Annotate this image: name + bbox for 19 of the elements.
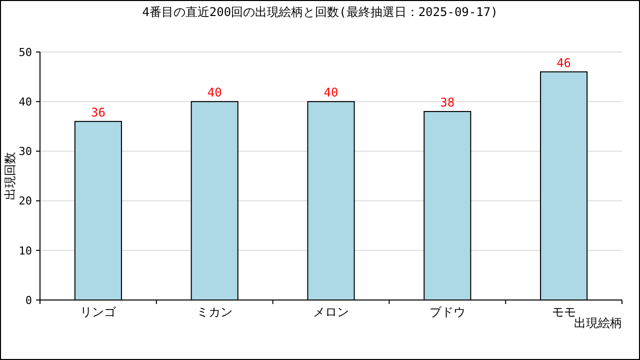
x-axis-title: 出現絵柄	[574, 316, 622, 330]
y-axis-title: 出現回数	[3, 152, 17, 200]
x-tick-label: リンゴ	[80, 305, 118, 319]
chart-title: 4番目の直近200回の出現絵柄と回数(最終抽選日：2025-09-17)	[142, 5, 498, 19]
y-tick-label: 30	[18, 145, 32, 158]
y-tick-label: 10	[18, 244, 32, 258]
data-label: 36	[90, 105, 106, 120]
data-label: 40	[324, 86, 338, 100]
data-label: 40	[207, 86, 222, 100]
x-tick-label: メロン	[313, 305, 349, 319]
y-tick-label: 40	[18, 95, 32, 108]
x-tick-label: ミカン	[196, 305, 233, 319]
data-label: 38	[440, 96, 455, 110]
y-tick-label: 50	[18, 46, 32, 59]
x-tick-label: モモ	[552, 305, 576, 319]
y-tick-label: 0	[25, 294, 32, 307]
data-label: 46	[556, 56, 572, 70]
x-tick-label: ブドウ	[429, 305, 466, 319]
y-tick-label: 20	[18, 194, 32, 208]
